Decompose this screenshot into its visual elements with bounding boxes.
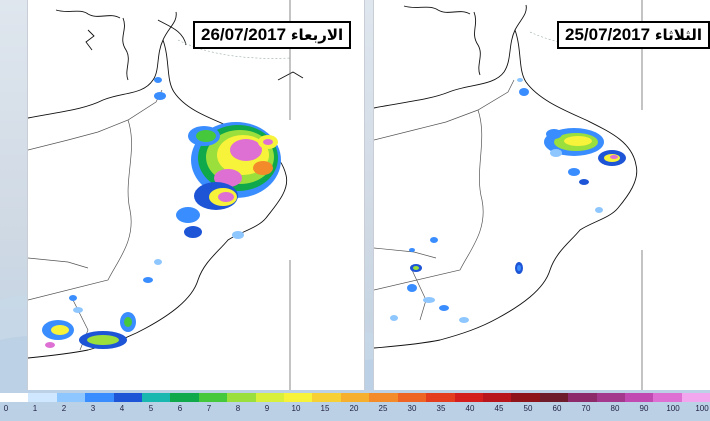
colorbar-tick-label: 20 <box>349 404 359 413</box>
forecast-map-left: 26/07/2017 الاربعاء <box>27 0 365 390</box>
map-date: 26/07/2017 <box>201 25 287 44</box>
colorbar-swatch <box>170 393 199 402</box>
borders <box>28 0 291 390</box>
colorbar-swatches <box>0 393 710 402</box>
colorbar-tick-label: 0 <box>3 404 9 413</box>
colorbar-tick-label: 100 <box>666 404 680 413</box>
colorbar-swatch <box>397 393 427 402</box>
colorbar-tick-label: 45 <box>494 404 504 413</box>
precip-left <box>42 77 281 349</box>
maritime-boundary <box>177 39 291 59</box>
colorbar-tick-label: 1 <box>32 404 38 413</box>
colorbar-tick-label: 100 <box>695 404 709 413</box>
map-date-label: 25/07/2017 الثلاثاء <box>557 21 710 49</box>
colorbar-swatch <box>624 393 654 402</box>
colorbar-swatch <box>596 393 625 402</box>
colorbar-tick-label: 7 <box>206 404 212 413</box>
colorbar-swatch <box>653 393 682 402</box>
colorbar-tick-label: 5 <box>148 404 154 413</box>
colorbar-swatch <box>681 393 710 402</box>
colorbar-labels: 0 1 2 3 4 5 6 7 8 9 10 15 20 25 30 35 40 45 50 60 70 80 90 100 1… <box>0 404 710 418</box>
map-date-label: 26/07/2017 الاربعاء <box>193 21 352 49</box>
colorbar-swatch <box>28 393 57 402</box>
colorbar-swatch <box>227 393 256 402</box>
colorbar-tick-label: 15 <box>320 404 330 413</box>
colorbar-swatch <box>113 393 143 402</box>
colorbar-tick-label: 60 <box>552 404 562 413</box>
colorbar-tick-label: 70 <box>581 404 591 413</box>
colorbar-swatch <box>482 393 512 402</box>
borders <box>374 0 643 390</box>
colorbar-tick-label: 4 <box>119 404 125 413</box>
colorbar-tick-label: 8 <box>235 404 241 413</box>
colorbar-tick-label: 50 <box>523 404 533 413</box>
colorbar-swatch <box>142 393 171 402</box>
colorbar-tick-label: 30 <box>407 404 417 413</box>
colorbar-tick-label: 35 <box>436 404 446 413</box>
colorbar-tick-label: 6 <box>177 404 183 413</box>
colorbar-tick-label: 40 <box>465 404 475 413</box>
colorbar-swatch <box>312 393 341 402</box>
colorbar-swatch <box>198 393 228 402</box>
colorbar-swatch <box>568 393 597 402</box>
colorbar-swatch <box>0 393 29 402</box>
precipitation-colorbar: 0 1 2 3 4 5 6 7 8 9 10 15 20 25 30 35 40 45 50 60 70 80 90 100 1… <box>0 391 710 421</box>
colorbar-swatch <box>56 393 86 402</box>
forecast-map-right: 25/07/2017 الثلاثاء <box>373 0 710 390</box>
colorbar-swatch <box>255 393 285 402</box>
coastline <box>374 4 638 349</box>
colorbar-swatch <box>340 393 370 402</box>
colorbar-tick-label: 3 <box>90 404 96 413</box>
colorbar-tick-label: 90 <box>639 404 649 413</box>
map-canvas <box>374 0 643 390</box>
colorbar-tick-label: 9 <box>264 404 270 413</box>
colorbar-swatch <box>369 393 398 402</box>
colorbar-swatch <box>284 393 313 402</box>
colorbar-swatch <box>85 393 114 402</box>
colorbar-swatch <box>454 393 483 402</box>
colorbar-tick-label: 80 <box>610 404 620 413</box>
map-day: الثلاثاء <box>654 26 703 44</box>
precip-right <box>390 78 626 323</box>
map-date: 25/07/2017 <box>565 25 651 44</box>
map-day: الاربعاء <box>290 26 344 44</box>
colorbar-swatch <box>426 393 455 402</box>
colorbar-swatch <box>539 393 569 402</box>
map-canvas <box>28 0 304 390</box>
colorbar-tick-label: 2 <box>61 404 67 413</box>
colorbar-tick-label: 10 <box>291 404 301 413</box>
colorbar-swatch <box>511 393 540 402</box>
colorbar-tick-label: 25 <box>378 404 388 413</box>
